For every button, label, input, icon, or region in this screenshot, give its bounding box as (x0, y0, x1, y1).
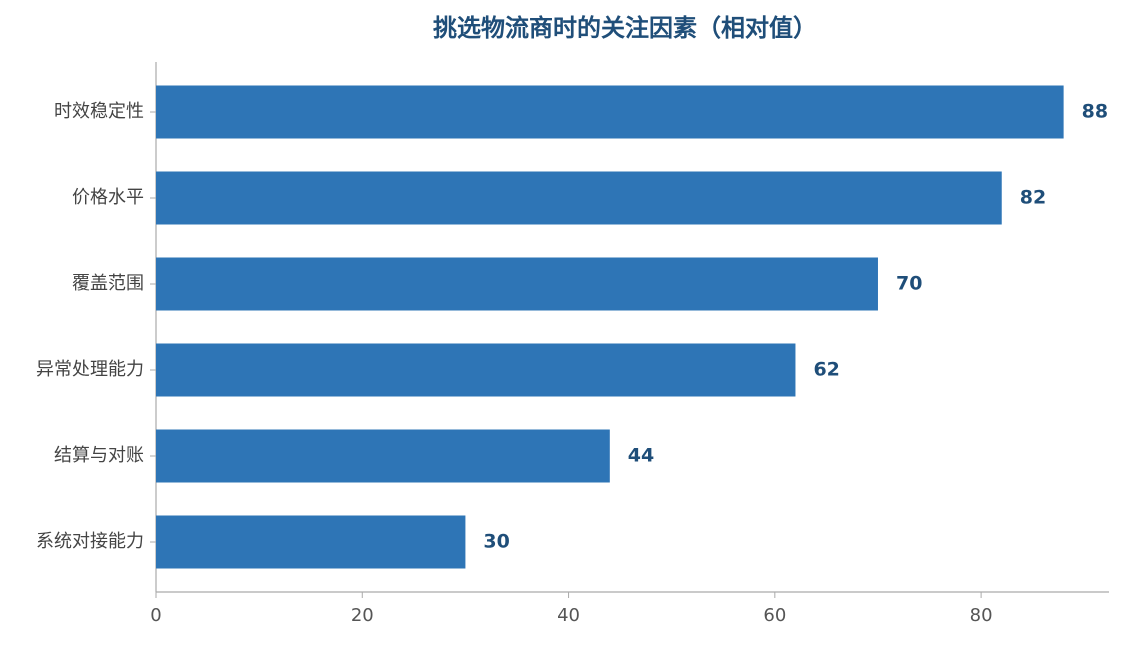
value-label: 30 (483, 531, 509, 553)
value-label: 82 (1020, 187, 1046, 209)
y-tick-label: 覆盖范围 (72, 273, 144, 294)
bar (156, 429, 610, 483)
y-tick-label: 结算与对账 (54, 445, 144, 466)
x-tick-label: 60 (763, 605, 786, 626)
y-tick-label: 异常处理能力 (36, 359, 144, 380)
value-label: 44 (628, 445, 654, 467)
x-tick-label: 40 (557, 605, 580, 626)
value-label: 88 (1082, 101, 1108, 123)
x-tick-label: 80 (970, 605, 993, 626)
value-label: 62 (813, 359, 839, 381)
x-tick-label: 0 (150, 605, 161, 626)
y-tick-label: 时效稳定性 (54, 101, 144, 122)
bar (156, 257, 878, 311)
value-label: 70 (896, 273, 922, 295)
bar (156, 515, 466, 569)
bar (156, 343, 796, 397)
chart-title: 挑选物流商时的关注因素（相对值） (433, 14, 817, 42)
bar (156, 171, 1002, 225)
bar (156, 85, 1064, 139)
y-tick-label: 价格水平 (72, 187, 144, 208)
x-tick-label: 20 (351, 605, 374, 626)
y-tick-label: 系统对接能力 (36, 531, 144, 552)
